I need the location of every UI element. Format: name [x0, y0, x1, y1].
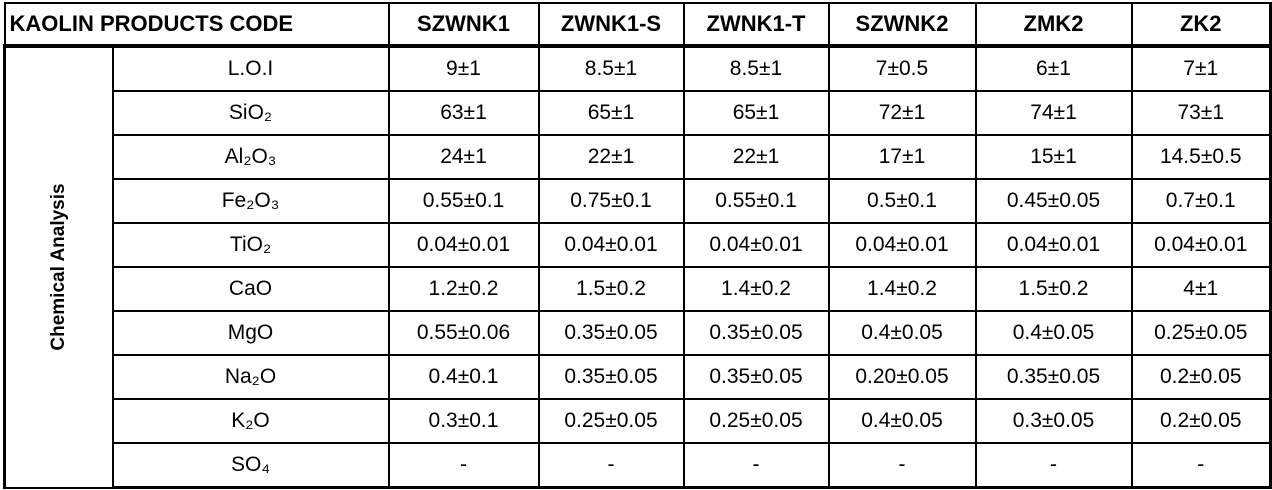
value-cell: 0.25±0.05 [537, 398, 685, 444]
value-cell: 0.45±0.05 [974, 178, 1133, 224]
row-label: SO₄ [111, 442, 390, 489]
value-cell: - [682, 442, 830, 489]
kaolin-table: KAOLIN PRODUCTS CODE SZWNK1 ZWNK1-S ZWNK1-… [3, 2, 1272, 489]
value-cell: 17±1 [827, 134, 977, 180]
table-row: Fe₂O₃ 0.55±0.1 0.75±0.1 0.55±0.1 0.5±0.1 0.45… [5, 178, 1272, 224]
header-title: KAOLIN PRODUCTS CODE [3, 2, 390, 48]
row-label: Na₂O [111, 354, 390, 400]
row-label: TiO₂ [111, 222, 390, 268]
value-cell: - [387, 442, 540, 489]
value-cell: 0.35±0.05 [682, 310, 830, 356]
row-label: SiO₂ [111, 90, 390, 136]
value-cell: - [974, 442, 1133, 489]
column-header: SZWNK1 [387, 2, 540, 48]
value-cell: 73±1 [1130, 90, 1272, 136]
value-cell: 0.55±0.1 [682, 178, 830, 224]
value-cell: 24±1 [387, 134, 540, 180]
table-row: CaO 1.2±0.2 1.5±0.2 1.4±0.2 1.4±0.2 1.5±0.2 4±… [5, 266, 1272, 312]
value-cell: 9±1 [387, 45, 540, 92]
value-cell: 65±1 [682, 90, 830, 136]
value-cell: 65±1 [537, 90, 685, 136]
value-cell: 0.4±0.05 [827, 310, 977, 356]
value-cell: 7±1 [1130, 45, 1272, 92]
value-cell: - [827, 442, 977, 489]
table-row: Na₂O 0.4±0.1 0.35±0.05 0.35±0.05 0.20±0.05 0.… [5, 354, 1272, 400]
table-row: Al₂O₃ 24±1 22±1 22±1 17±1 15±1 14.5±0.5 [5, 134, 1272, 180]
value-cell: 0.35±0.05 [974, 354, 1133, 400]
value-cell: 0.04±0.01 [537, 222, 685, 268]
value-cell: 0.55±0.06 [387, 310, 540, 356]
table-row: Chemical Analysis L.O.I 9±1 8.5±1 8.5±1 7±0.5… [3, 45, 1272, 489]
value-cell: 22±1 [682, 134, 830, 180]
value-cell: 0.04±0.01 [1130, 222, 1272, 268]
value-cell: 7±0.5 [827, 45, 977, 92]
table-row: TiO₂ 0.04±0.01 0.04±0.01 0.04±0.01 0.04±0.01… [5, 222, 1272, 268]
column-header: ZWNK1-T [682, 2, 830, 48]
column-header: ZK2 [1130, 2, 1272, 48]
value-cell: 0.04±0.01 [387, 222, 540, 268]
value-cell: 4±1 [1130, 266, 1272, 312]
value-cell: 1.5±0.2 [537, 266, 685, 312]
value-cell: 0.3±0.1 [387, 398, 540, 444]
table-row: SiO₂ 63±1 65±1 65±1 72±1 74±1 73±1 [5, 90, 1272, 136]
column-header: ZWNK1-S [537, 2, 685, 48]
value-cell: 0.2±0.05 [1130, 398, 1272, 444]
row-label: Fe₂O₃ [111, 178, 390, 224]
table-row: MgO 0.55±0.06 0.35±0.05 0.35±0.05 0.4±0.05 0.… [5, 310, 1272, 356]
value-cell: 8.5±1 [682, 45, 830, 92]
value-cell: 1.2±0.2 [387, 266, 540, 312]
table-body: Chemical Analysis L.O.I 9±1 8.5±1 8.5±1 7±0.5… [3, 45, 1272, 489]
section-cell: Chemical Analysis [3, 45, 114, 489]
row-label: Al₂O₃ [111, 134, 390, 180]
column-header: ZMK2 [974, 2, 1133, 48]
value-cell: 0.75±0.1 [537, 178, 685, 224]
value-cell: 0.5±0.1 [827, 178, 977, 224]
value-cell: 1.5±0.2 [974, 266, 1133, 312]
value-cell: 63±1 [387, 90, 540, 136]
value-cell: 0.04±0.01 [974, 222, 1133, 268]
value-cell: 74±1 [974, 90, 1133, 136]
value-cell: 6±1 [974, 45, 1133, 92]
value-cell: 8.5±1 [537, 45, 685, 92]
value-cell: 1.4±0.2 [682, 266, 830, 312]
value-cell: 0.3±0.05 [974, 398, 1133, 444]
column-header: SZWNK2 [827, 2, 977, 48]
value-cell: 0.04±0.01 [682, 222, 830, 268]
table-row: K₂O 0.3±0.1 0.25±0.05 0.25±0.05 0.4±0.05 0.3±… [5, 398, 1272, 444]
row-label: K₂O [111, 398, 390, 444]
value-cell: 0.2±0.05 [1130, 354, 1272, 400]
value-cell: 0.25±0.05 [682, 398, 830, 444]
value-cell: 0.4±0.1 [387, 354, 540, 400]
value-cell: 0.4±0.05 [827, 398, 977, 444]
header-row: KAOLIN PRODUCTS CODE SZWNK1 ZWNK1-S ZWNK1-… [3, 2, 1272, 48]
value-cell: 1.4±0.2 [827, 266, 977, 312]
value-cell: 0.7±0.1 [1130, 178, 1272, 224]
value-cell: 0.55±0.1 [387, 178, 540, 224]
value-cell: 22±1 [537, 134, 685, 180]
value-cell: - [1130, 442, 1272, 489]
row-label: MgO [111, 310, 390, 356]
value-cell: - [537, 442, 685, 489]
value-cell: 0.4±0.05 [974, 310, 1133, 356]
row-label: L.O.I [111, 45, 390, 92]
value-cell: 0.35±0.05 [682, 354, 830, 400]
value-cell: 0.25±0.05 [1130, 310, 1272, 356]
value-cell: 72±1 [827, 90, 977, 136]
value-cell: 0.04±0.01 [827, 222, 977, 268]
value-cell: 0.35±0.05 [537, 310, 685, 356]
row-label: CaO [111, 266, 390, 312]
value-cell: 0.35±0.05 [537, 354, 685, 400]
value-cell: 0.20±0.05 [827, 354, 977, 400]
value-cell: 15±1 [974, 134, 1133, 180]
value-cell: 14.5±0.5 [1130, 134, 1272, 180]
section-label: Chemical Analysis [47, 183, 69, 351]
table-row: SO₄ - - - - - - [5, 442, 1272, 489]
